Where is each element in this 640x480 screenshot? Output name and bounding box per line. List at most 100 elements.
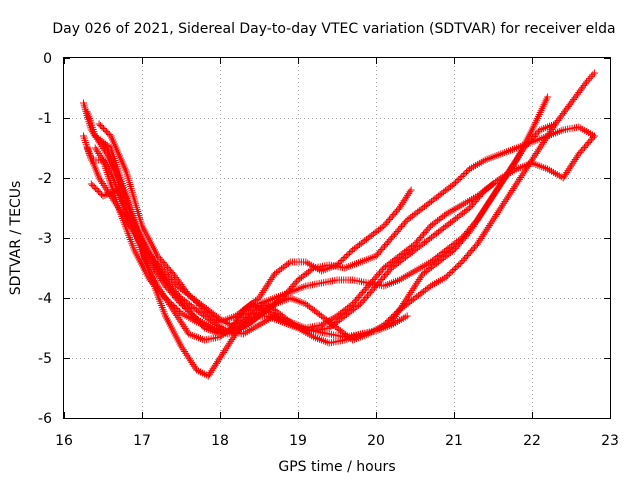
- data-point: [192, 314, 200, 322]
- data-point: [382, 241, 390, 249]
- data-point: [355, 301, 363, 309]
- data-point: [469, 245, 477, 253]
- data-point: [453, 263, 461, 270]
- data-point: [381, 220, 389, 228]
- data-point: [189, 296, 197, 303]
- data-point: [100, 141, 108, 149]
- data-point: [93, 134, 101, 141]
- data-point: [188, 309, 196, 317]
- data-point: [163, 296, 171, 303]
- data-point: [197, 303, 205, 311]
- data-point: [193, 316, 201, 324]
- data-point: [379, 274, 387, 282]
- data-point: [582, 142, 590, 150]
- data-point: [395, 204, 403, 212]
- x-tick-label: 23: [601, 433, 619, 449]
- data-point: [393, 227, 401, 235]
- data-point: [205, 370, 213, 378]
- data-point: [356, 292, 364, 300]
- data-point: [165, 272, 173, 280]
- data-point: [173, 293, 181, 301]
- data-point: [104, 129, 112, 137]
- data-point: [420, 230, 428, 238]
- data-point: [464, 205, 472, 213]
- data-point: [351, 297, 359, 305]
- data-point: [384, 217, 392, 225]
- data-point: [189, 311, 197, 319]
- x-tick-labels: 16 17 18 19 20 21 22 23: [55, 433, 619, 449]
- data-point: [404, 191, 412, 199]
- data-point: [372, 252, 380, 260]
- data-point: [458, 173, 466, 180]
- data-point: [399, 221, 407, 229]
- data-point: [580, 143, 588, 151]
- data-point: [468, 247, 476, 255]
- data-point: [236, 315, 244, 323]
- data-point: [285, 286, 293, 294]
- x-tick-label: 16: [55, 433, 73, 449]
- data-point: [391, 209, 399, 217]
- grid: [64, 58, 610, 418]
- data-point: [448, 267, 456, 275]
- data-point: [460, 235, 468, 243]
- data-point: [375, 249, 383, 257]
- data-point: [191, 297, 199, 305]
- data-point: [361, 295, 369, 303]
- data-point: [210, 363, 218, 371]
- data-point: [359, 297, 367, 305]
- data-point: [453, 243, 461, 251]
- data-point: [474, 194, 482, 202]
- data-point: [382, 271, 390, 279]
- data-point: [424, 225, 432, 233]
- data-point: [354, 293, 362, 301]
- data-point: [169, 302, 177, 309]
- data-point: [102, 128, 110, 135]
- data-point: [284, 287, 292, 295]
- data-point: [253, 295, 261, 303]
- data-point: [589, 134, 597, 142]
- data-point: [360, 287, 368, 295]
- data-point: [372, 282, 380, 290]
- data-point: [392, 229, 400, 237]
- data-point: [158, 257, 166, 265]
- y-tick-label: -5: [38, 351, 52, 367]
- data-point: [358, 298, 366, 306]
- data-point: [578, 147, 586, 155]
- data-point: [390, 231, 398, 239]
- data-point: [369, 285, 377, 293]
- data-point: [467, 202, 475, 210]
- data-point: [412, 238, 420, 246]
- data-point: [95, 188, 103, 195]
- data-point: [385, 267, 393, 275]
- data-point: [96, 137, 104, 144]
- data-point: [383, 219, 391, 227]
- data-point: [361, 285, 369, 293]
- data-point: [344, 251, 352, 258]
- data-point: [212, 359, 220, 367]
- data-point: [169, 288, 177, 296]
- data-point: [164, 263, 172, 271]
- data-point: [411, 240, 419, 248]
- data-point: [97, 122, 105, 129]
- data-point: [215, 356, 223, 364]
- data-point: [450, 180, 458, 188]
- data-point: [341, 254, 349, 261]
- data-point: [172, 305, 180, 312]
- data-point: [368, 287, 376, 295]
- data-point: [576, 148, 584, 156]
- data-point: [362, 293, 370, 301]
- data-point: [356, 300, 364, 308]
- data-point: [396, 224, 404, 232]
- data-point: [455, 176, 463, 183]
- x-tick-label: 18: [211, 433, 229, 449]
- data-point: [161, 294, 169, 302]
- data-point: [388, 212, 396, 220]
- data-point: [196, 302, 204, 309]
- data-point: [376, 277, 384, 285]
- series-track-7: [91, 132, 598, 338]
- data-point: [155, 254, 163, 262]
- data-point: [581, 80, 589, 88]
- data-point: [400, 219, 408, 227]
- data-point: [157, 289, 165, 297]
